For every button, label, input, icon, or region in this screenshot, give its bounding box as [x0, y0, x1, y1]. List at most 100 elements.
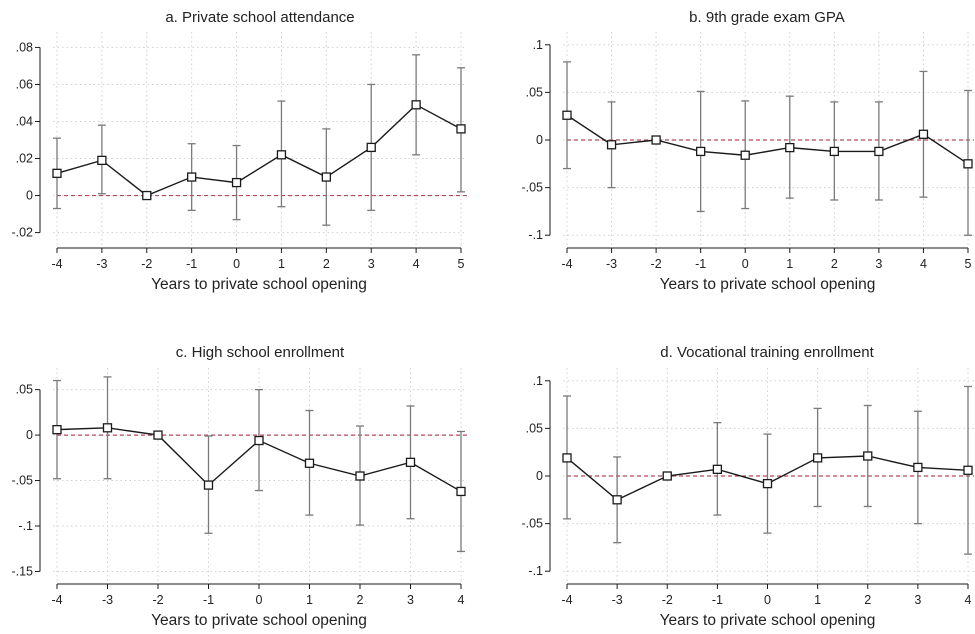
x-tick-label: -2	[651, 257, 662, 271]
y-tick-label: -.1	[528, 228, 543, 242]
x-tick-label: 3	[875, 257, 882, 271]
x-tick-label: -2	[662, 593, 673, 607]
data-point-marker	[712, 464, 723, 474]
y-tick-label: -.1	[18, 519, 33, 533]
x-tick-label: 1	[786, 257, 793, 271]
data-point-marker	[762, 478, 773, 489]
data-point-marker	[740, 150, 750, 160]
x-tick-label: 1	[278, 257, 285, 271]
chart-title: d. Vocational training enrollment	[660, 344, 874, 361]
x-tick-label: -4	[51, 593, 62, 607]
x-tick-label: 3	[914, 593, 921, 607]
y-tick-label: 0	[26, 428, 33, 442]
x-tick-label: -2	[152, 593, 163, 607]
data-point-marker	[612, 495, 622, 505]
x-tick-label: -3	[96, 257, 107, 271]
x-tick-label: -1	[186, 257, 197, 271]
y-tick-label: -.15	[11, 564, 33, 578]
x-tick-label: -4	[51, 257, 62, 271]
data-point-marker	[812, 453, 823, 463]
chart-panel-2: b. 9th grade exam GPA -.1 -.05 0 .05 .1 -4 -3 -2…	[521, 9, 974, 293]
y-tick-label: .06	[16, 77, 33, 91]
data-point-marker	[963, 465, 973, 475]
data-point-marker	[606, 140, 617, 150]
x-tick-label: 0	[233, 257, 240, 271]
y-tick-label: .04	[16, 114, 33, 128]
y-tick-label: .05	[16, 383, 33, 397]
x-tick-label: -4	[561, 593, 572, 607]
x-tick-label: 1	[814, 593, 821, 607]
chart-panel-1: a. Private school attendance -.02 0 .02 .04.…	[11, 9, 467, 293]
chart-title: a. Private school attendance	[165, 9, 354, 26]
data-point-marker	[562, 453, 572, 463]
y-tick-label: -.02	[11, 226, 33, 240]
data-point-marker	[863, 451, 873, 461]
series-line	[56, 103, 462, 197]
chart-panel-4: d. Vocational training enrollment -.1 -.05…	[521, 344, 974, 629]
x-axis-title: Years to private school opening	[151, 612, 367, 629]
series-line	[566, 114, 969, 165]
data-point-marker	[142, 190, 152, 201]
y-tick-label: -.05	[11, 474, 33, 488]
x-tick-label: -3	[612, 593, 623, 607]
data-point-marker	[52, 168, 62, 178]
x-tick-label: 0	[742, 257, 749, 271]
x-tick-label: 2	[864, 593, 871, 607]
x-tick-label: 0	[256, 593, 263, 607]
data-point-marker	[829, 146, 839, 157]
data-point-marker	[918, 129, 929, 139]
y-tick-label: 0	[536, 133, 543, 147]
data-point-marker	[102, 423, 113, 433]
data-point-marker	[52, 424, 62, 435]
data-point-marker	[187, 172, 197, 182]
data-point-marker	[913, 462, 923, 473]
data-point-marker	[411, 100, 421, 110]
data-point-marker	[696, 146, 706, 157]
x-tick-label: -3	[102, 593, 113, 607]
x-tick-label: 4	[413, 257, 420, 271]
x-axis-title: Years to private school opening	[660, 276, 876, 293]
x-tick-label: 2	[357, 593, 364, 607]
x-tick-label: 5	[458, 257, 465, 271]
x-tick-label: -1	[712, 593, 723, 607]
x-tick-label: 2	[831, 257, 838, 271]
x-tick-label: -3	[606, 257, 617, 271]
x-axis-title: Years to private school opening	[660, 612, 876, 629]
data-point-marker	[321, 172, 331, 182]
x-tick-label: -1	[695, 257, 706, 271]
y-tick-label: .08	[16, 40, 33, 54]
y-tick-label: .1	[533, 38, 543, 52]
y-tick-label: .1	[533, 374, 543, 388]
x-tick-label: -2	[141, 257, 152, 271]
chart-title: b. 9th grade exam GPA	[689, 9, 845, 26]
data-point-marker	[562, 110, 572, 120]
x-tick-label: 3	[407, 593, 414, 607]
data-point-marker	[97, 155, 107, 166]
data-point-marker	[366, 142, 376, 153]
x-tick-label: 2	[323, 257, 330, 271]
data-point-marker	[153, 430, 163, 440]
data-point-marker	[304, 458, 315, 468]
data-point-marker	[355, 471, 365, 481]
x-tick-label: 4	[920, 257, 927, 271]
y-tick-label: -.1	[528, 564, 543, 578]
x-tick-label: -1	[203, 593, 214, 607]
x-axis-title: Years to private school opening	[151, 276, 367, 293]
y-tick-label: .05	[526, 85, 543, 99]
data-point-marker	[231, 177, 242, 188]
y-tick-label: 0	[536, 469, 543, 483]
y-tick-label: -.05	[521, 181, 543, 195]
x-tick-label: 3	[368, 257, 375, 271]
y-tick-label: -.05	[521, 517, 543, 531]
x-tick-label: 4	[458, 593, 465, 607]
x-tick-label: 1	[306, 593, 313, 607]
data-point-marker	[874, 146, 884, 157]
data-point-marker	[203, 480, 214, 490]
data-point-marker	[405, 457, 416, 468]
y-tick-label: 0	[26, 189, 33, 203]
data-point-marker	[662, 471, 672, 481]
x-tick-label: 0	[764, 593, 771, 607]
data-point-marker	[785, 142, 795, 153]
data-point-marker	[276, 150, 287, 160]
